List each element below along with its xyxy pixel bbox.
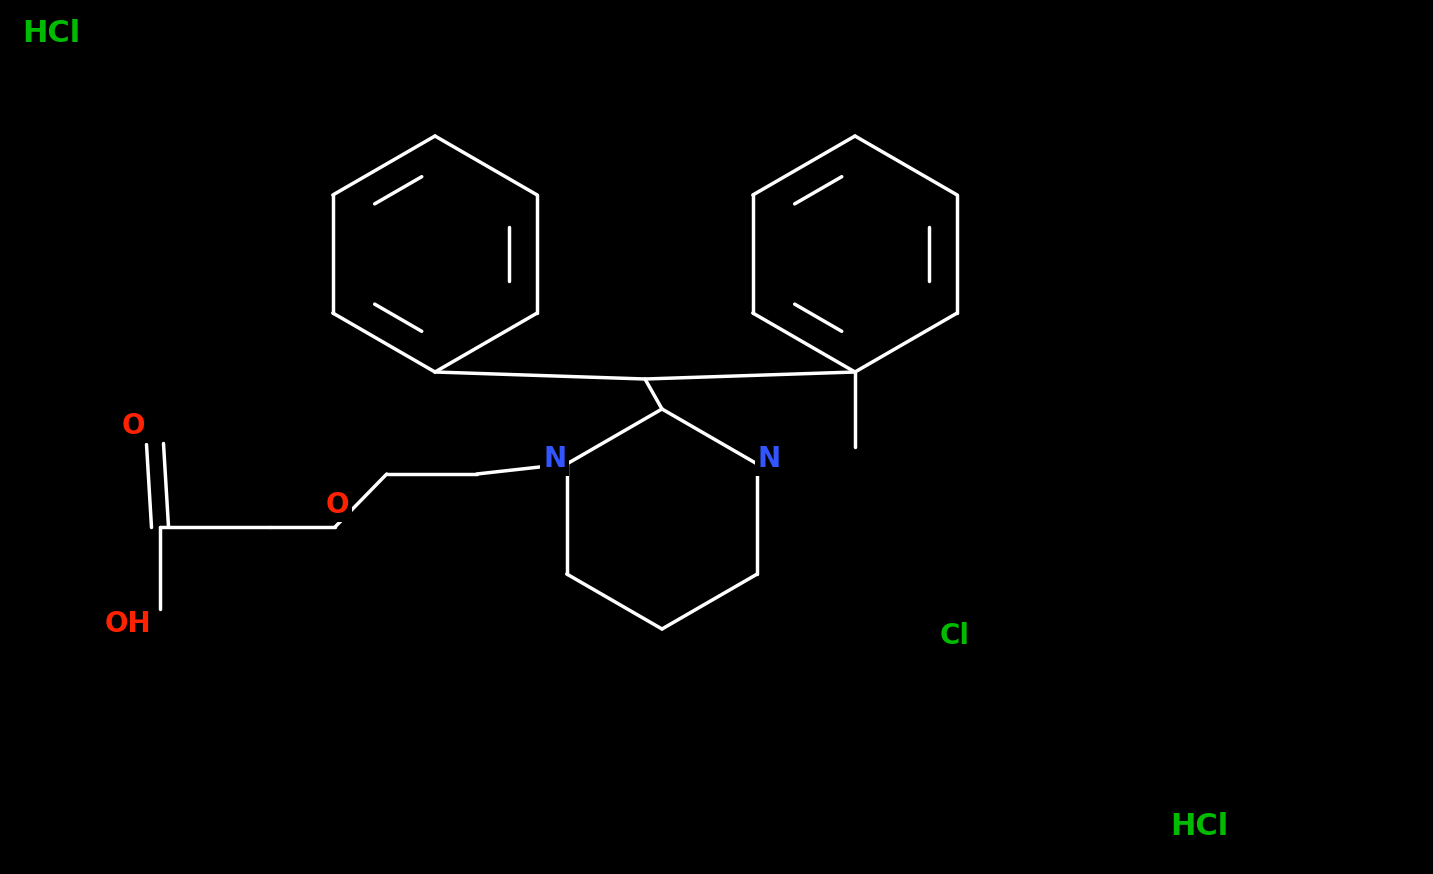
Text: OH: OH: [105, 610, 152, 638]
Text: O: O: [325, 491, 348, 519]
Text: HCl: HCl: [21, 19, 80, 48]
Text: HCl: HCl: [1169, 812, 1228, 841]
Text: Cl: Cl: [940, 622, 970, 650]
Text: N: N: [543, 445, 566, 473]
Text: O: O: [122, 412, 145, 440]
Text: N: N: [758, 445, 781, 473]
